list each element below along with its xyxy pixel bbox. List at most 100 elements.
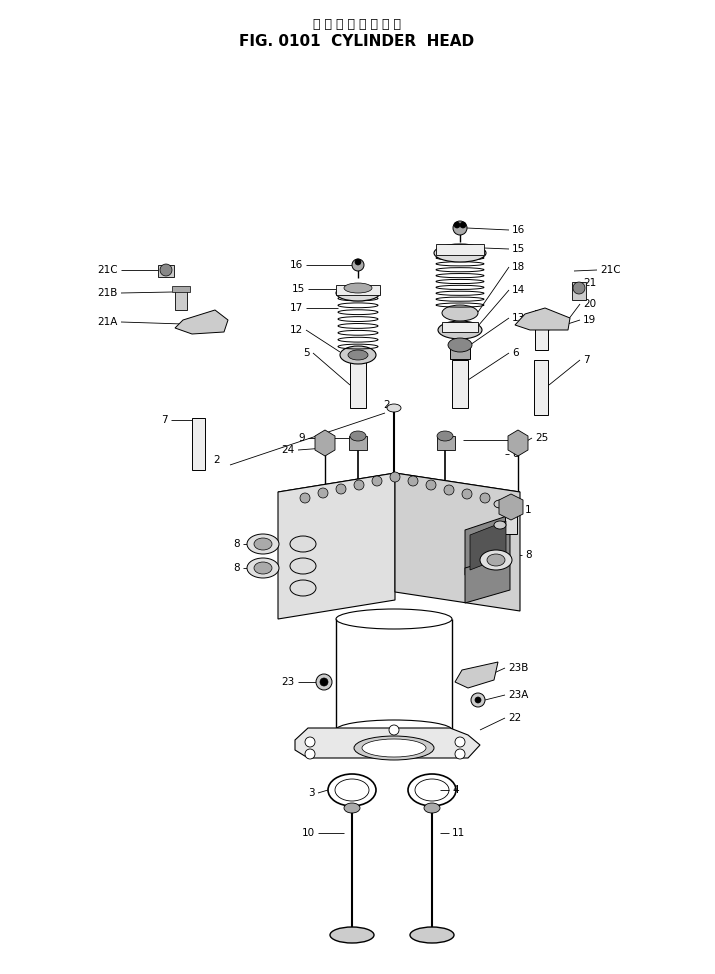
Ellipse shape <box>348 350 368 360</box>
Circle shape <box>444 485 454 495</box>
Ellipse shape <box>387 404 401 412</box>
Text: 23: 23 <box>282 677 295 687</box>
Circle shape <box>480 493 490 503</box>
Bar <box>336 285 380 295</box>
Circle shape <box>475 697 481 703</box>
Ellipse shape <box>424 803 440 813</box>
Circle shape <box>462 489 472 499</box>
Text: 21: 21 <box>583 278 596 288</box>
Text: 21C: 21C <box>97 265 118 275</box>
Text: 9: 9 <box>512 435 518 445</box>
Circle shape <box>455 749 465 759</box>
Ellipse shape <box>254 562 272 574</box>
Bar <box>158 265 174 277</box>
Circle shape <box>471 693 485 707</box>
Text: 12: 12 <box>290 325 303 335</box>
Ellipse shape <box>434 244 486 262</box>
Ellipse shape <box>362 739 426 757</box>
Polygon shape <box>465 555 510 603</box>
Polygon shape <box>465 515 510 575</box>
Bar <box>534 360 548 415</box>
Text: 17: 17 <box>290 303 303 313</box>
Circle shape <box>389 725 399 735</box>
Text: 16: 16 <box>290 260 303 270</box>
Bar <box>442 322 478 332</box>
Circle shape <box>390 472 400 482</box>
Text: 1: 1 <box>525 505 532 515</box>
Bar <box>192 418 205 470</box>
Bar <box>572 282 586 300</box>
Text: 23B: 23B <box>508 663 528 673</box>
Ellipse shape <box>354 736 434 760</box>
Bar <box>175 290 187 310</box>
Polygon shape <box>395 473 520 611</box>
Text: 24: 24 <box>282 445 295 455</box>
Polygon shape <box>455 662 498 688</box>
Text: 4: 4 <box>452 785 458 795</box>
Ellipse shape <box>437 431 453 441</box>
Text: シ リ ン ダ 　 ヘ ッ ド: シ リ ン ダ ヘ ッ ド <box>313 19 401 31</box>
Polygon shape <box>175 310 228 334</box>
Ellipse shape <box>448 338 472 352</box>
Text: 7: 7 <box>162 415 168 425</box>
Text: 21B: 21B <box>98 288 118 298</box>
Bar <box>436 244 484 255</box>
Text: 14: 14 <box>512 285 526 295</box>
Ellipse shape <box>336 285 380 301</box>
Text: 18: 18 <box>512 262 526 272</box>
Text: 15: 15 <box>292 284 305 294</box>
Text: 2: 2 <box>383 400 390 410</box>
Bar <box>437 436 455 450</box>
Circle shape <box>454 222 460 228</box>
Ellipse shape <box>494 500 506 508</box>
Circle shape <box>320 678 328 686</box>
Circle shape <box>300 493 310 503</box>
Polygon shape <box>278 473 395 619</box>
Bar <box>450 345 470 359</box>
Circle shape <box>455 737 465 747</box>
Text: 25: 25 <box>535 433 548 443</box>
Circle shape <box>453 221 467 235</box>
Ellipse shape <box>480 550 512 570</box>
Bar <box>452 360 468 408</box>
Circle shape <box>354 480 364 490</box>
Text: 20: 20 <box>583 299 596 309</box>
Polygon shape <box>470 521 506 570</box>
Circle shape <box>305 749 315 759</box>
Bar <box>172 286 190 292</box>
Ellipse shape <box>494 521 506 529</box>
Ellipse shape <box>410 927 454 943</box>
Circle shape <box>316 674 332 690</box>
Bar <box>505 508 517 534</box>
Text: 6: 6 <box>512 348 518 358</box>
Text: 13: 13 <box>512 313 526 323</box>
Circle shape <box>408 476 418 486</box>
Text: 7: 7 <box>583 355 590 365</box>
Ellipse shape <box>350 431 366 441</box>
Circle shape <box>336 484 346 494</box>
Polygon shape <box>515 308 570 330</box>
Circle shape <box>305 737 315 747</box>
Circle shape <box>160 264 172 276</box>
Ellipse shape <box>344 803 360 813</box>
Ellipse shape <box>442 305 478 321</box>
Circle shape <box>355 259 361 265</box>
Text: 11: 11 <box>452 828 465 838</box>
Text: 21A: 21A <box>98 317 118 327</box>
Text: 8: 8 <box>525 550 532 560</box>
Text: 15: 15 <box>512 244 526 254</box>
Ellipse shape <box>247 534 279 554</box>
Polygon shape <box>499 494 523 520</box>
Ellipse shape <box>247 558 279 578</box>
Ellipse shape <box>487 554 505 566</box>
Bar <box>535 310 548 350</box>
Text: 19: 19 <box>583 315 596 325</box>
Polygon shape <box>295 728 480 758</box>
Text: 21C: 21C <box>600 265 621 275</box>
Text: 8: 8 <box>233 563 240 573</box>
Ellipse shape <box>340 346 376 364</box>
Text: 22: 22 <box>508 713 521 723</box>
Circle shape <box>426 480 436 490</box>
Ellipse shape <box>290 580 316 596</box>
Circle shape <box>460 222 466 228</box>
